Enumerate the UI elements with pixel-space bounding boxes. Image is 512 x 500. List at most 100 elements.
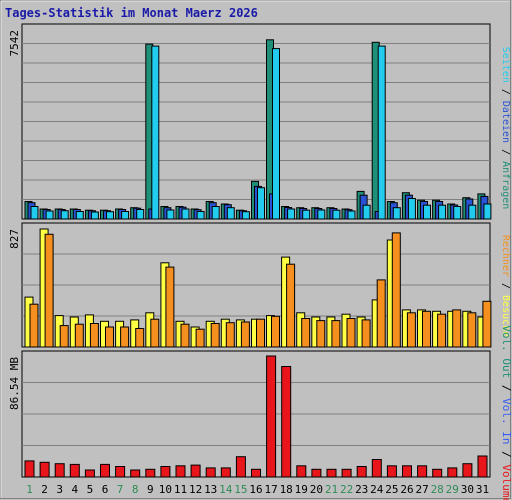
x-tick-label-day-29: 29 — [446, 483, 459, 496]
x-tick-label-day-9: 9 — [147, 483, 154, 496]
bar-rechner-day-23 — [361, 319, 371, 348]
legend-separator: / — [500, 277, 511, 295]
bar-seiten-day-3 — [60, 210, 69, 220]
bar-volumen-day-29 — [447, 467, 458, 478]
chart-title: Tages-Statistik im Monat Maerz 2026 — [5, 6, 258, 20]
bar-seiten-day-20 — [317, 209, 326, 220]
bar-rechner-day-3 — [59, 325, 69, 348]
bar-rechner-day-12 — [195, 328, 205, 348]
x-tick-label-day-25: 25 — [385, 483, 398, 496]
bar-volumen-day-28 — [432, 468, 443, 478]
bar-rechner-day-1 — [29, 303, 39, 348]
x-tick-label-day-8: 8 — [132, 483, 139, 496]
bar-rechner-day-16 — [256, 318, 265, 348]
bar-seiten-day-2 — [45, 210, 54, 220]
x-tick-label-day-2: 2 — [41, 483, 48, 496]
bar-volumen-day-25 — [386, 465, 397, 478]
bar-volumen-day-7 — [115, 466, 126, 478]
bar-seiten-day-6 — [106, 211, 114, 220]
bar-rechner-day-19 — [301, 318, 311, 348]
bar-seiten-day-14 — [226, 207, 235, 220]
bar-volumen-day-31 — [477, 455, 488, 478]
x-tick-label-day-26: 26 — [400, 483, 413, 496]
x-tick-label-day-4: 4 — [71, 483, 78, 496]
bar-seiten-day-19 — [302, 209, 311, 220]
bar-rechner-day-7 — [120, 326, 130, 348]
panel-1: 7542 Seiten / Dateien / Anfragen — [8, 23, 511, 220]
bar-seiten-day-25 — [392, 207, 401, 220]
bar-seiten-day-5 — [90, 211, 99, 220]
bar-rechner-day-28 — [437, 313, 447, 348]
x-tick-label-day-14: 14 — [219, 483, 233, 496]
bar-volumen-day-13 — [205, 467, 216, 478]
bar-rechner-day-17 — [271, 315, 280, 348]
x-tick-label-day-18: 18 — [280, 483, 293, 496]
bar-seiten-day-8 — [136, 209, 145, 220]
x-tick-label-day-16: 16 — [249, 483, 262, 496]
bar-volumen-day-1 — [24, 460, 35, 478]
bar-seiten-day-29 — [453, 206, 462, 220]
bar-seiten-day-30 — [468, 204, 477, 220]
bar-volumen-day-5 — [84, 469, 95, 478]
bar-volumen-day-27 — [417, 465, 428, 478]
bar-rechner-day-25 — [391, 232, 401, 348]
bar-rechner-day-8 — [135, 328, 145, 348]
bar-seiten-day-7 — [121, 211, 130, 220]
bar-rechner-day-27 — [422, 310, 431, 348]
bar-seiten-day-27 — [423, 204, 431, 220]
legend-vol-out: Vol. Out — [500, 325, 512, 378]
x-tick-label-day-12: 12 — [189, 483, 202, 496]
bar-volumen-day-20 — [311, 468, 322, 478]
bar-volumen-day-11 — [175, 465, 186, 478]
bar-rechner-day-15 — [240, 321, 250, 348]
bar-volumen-day-24 — [371, 459, 382, 478]
bar-volumen-day-4 — [69, 463, 80, 478]
bar-rechner-day-2 — [44, 233, 54, 348]
x-tick-label-day-13: 13 — [204, 483, 217, 496]
bar-seiten-day-10 — [166, 209, 175, 220]
x-tick-label-day-28: 28 — [431, 483, 444, 496]
bar-seiten-day-4 — [75, 211, 84, 220]
bar-volumen-day-8 — [130, 469, 141, 478]
legend-panel-1: Seiten / Dateien / Anfragen — [500, 47, 511, 210]
panel-2: 827 Rechner / Besuche — [8, 222, 511, 348]
bar-rechner-day-10 — [165, 266, 175, 348]
bar-volumen-day-30 — [462, 463, 473, 478]
x-tick-label-day-10: 10 — [159, 483, 172, 496]
bar-seiten-day-22 — [347, 210, 356, 220]
bar-seiten-day-16 — [257, 187, 265, 220]
x-tick-label-day-5: 5 — [87, 483, 94, 496]
bar-rechner-day-21 — [331, 320, 341, 348]
bar-volumen-day-15 — [235, 456, 246, 478]
bar-volumen-day-26 — [402, 465, 412, 478]
bar-seiten-day-18 — [287, 208, 296, 220]
legend-separator: / — [500, 378, 512, 398]
bar-seiten-day-31 — [483, 203, 492, 220]
x-tick-label-day-3: 3 — [56, 483, 63, 496]
legend-dateien: Dateien — [500, 101, 511, 143]
y-max-label: 86.54 MB — [8, 357, 21, 410]
bar-volumen-day-10 — [160, 466, 171, 478]
legend-panel-3: Vol. Out / Vol. In / Volumen — [500, 325, 512, 500]
bar-rechner-day-9 — [150, 318, 160, 348]
bar-seiten-day-9 — [151, 45, 160, 220]
y-max-label: 827 — [8, 229, 21, 249]
bar-rechner-day-13 — [210, 323, 220, 348]
legend-separator: / — [500, 444, 512, 464]
bar-seiten-day-12 — [196, 211, 205, 220]
bar-seiten-day-1 — [30, 206, 39, 220]
bar-volumen-day-22 — [341, 468, 352, 478]
bar-rechner-day-31 — [482, 300, 492, 348]
x-tick-label-day-7: 7 — [117, 483, 124, 496]
bar-seiten-day-17 — [272, 48, 280, 220]
x-tick-label-day-22: 22 — [340, 483, 353, 496]
bar-seiten-day-15 — [241, 211, 250, 220]
bar-rechner-day-11 — [180, 323, 190, 348]
x-tick-label-day-6: 6 — [102, 483, 109, 496]
x-axis-labels: 1 2 3 4 5 6 7 8 9 10 11 12 13 14 15 16 17 18 19 20 21 22 23 24 2… — [26, 483, 489, 496]
bar-rechner-day-24 — [376, 279, 386, 348]
bar-volumen-day-12 — [190, 464, 201, 478]
legend-rechner: Rechner — [500, 235, 511, 277]
